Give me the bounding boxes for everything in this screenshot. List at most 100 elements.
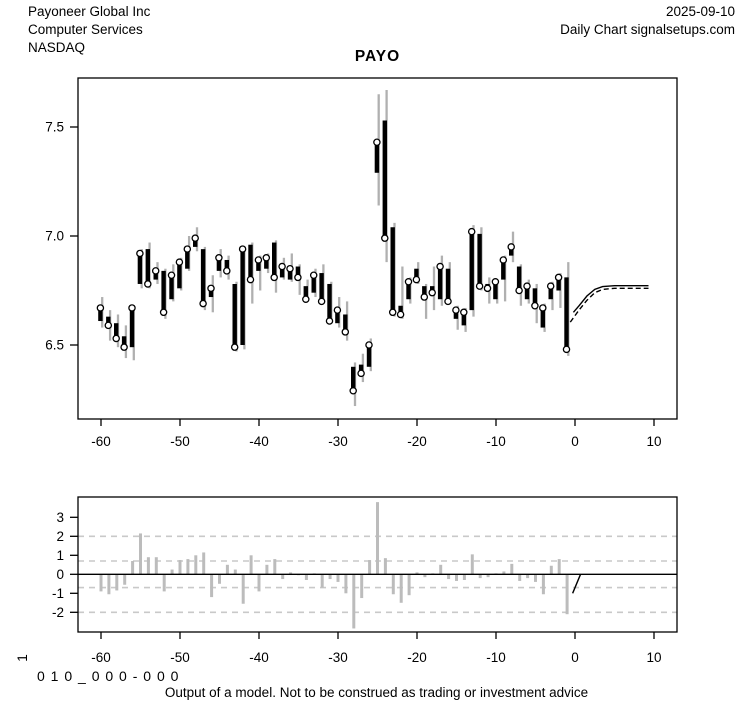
close-marker bbox=[325, 317, 334, 325]
ohlc-bar bbox=[444, 262, 452, 306]
close-marker bbox=[175, 258, 184, 266]
y-tick-label: -2 bbox=[52, 605, 64, 620]
close-marker bbox=[223, 267, 231, 275]
header-right: 2025-09-10 Daily Chart signalsetups.com bbox=[560, 3, 735, 39]
close-marker bbox=[428, 288, 436, 297]
ohlc-bar bbox=[554, 273, 563, 308]
ohlc-bar bbox=[302, 279, 310, 303]
y-tick-label: 0 bbox=[56, 567, 64, 582]
indicator-bars bbox=[99, 502, 569, 629]
ohlc-bar bbox=[546, 281, 555, 311]
y-tick-label: 6.5 bbox=[45, 338, 64, 353]
close-marker bbox=[262, 254, 271, 262]
x-tick-label: -40 bbox=[249, 650, 269, 665]
ohlc-bar bbox=[452, 305, 460, 330]
ohlc-bar bbox=[562, 262, 571, 356]
ohlc-bar bbox=[436, 255, 444, 306]
x-tick-label: -60 bbox=[91, 434, 111, 449]
close-marker bbox=[215, 254, 223, 262]
close-marker bbox=[167, 271, 176, 279]
close-marker bbox=[302, 295, 310, 303]
close-marker bbox=[388, 308, 397, 317]
close-marker bbox=[381, 234, 389, 242]
ohlc-bar bbox=[191, 227, 199, 252]
main-chart: 7.5 7.0 6.5 -60 -50 -40 -30 -20 -10 0 10 bbox=[45, 77, 678, 449]
close-marker bbox=[246, 275, 255, 284]
signal-code: 0 1 0 _ 0 0 0 - 0 0 0 bbox=[37, 668, 180, 684]
close-marker bbox=[238, 245, 247, 253]
ohlc-bar bbox=[404, 277, 413, 304]
ohlc-bar bbox=[246, 242, 255, 304]
close-marker bbox=[207, 284, 215, 293]
x-tick-label: -30 bbox=[328, 434, 348, 449]
ohlc-bar bbox=[539, 303, 547, 332]
ohlc-bar bbox=[159, 268, 168, 319]
close-marker bbox=[467, 227, 476, 236]
close-marker bbox=[333, 306, 342, 314]
y-tick-label: 7.5 bbox=[45, 120, 64, 135]
ohlc-bar bbox=[112, 314, 120, 348]
ohlc-bar bbox=[373, 94, 381, 206]
ohlc-bar bbox=[286, 253, 294, 282]
ohlc-bar bbox=[467, 225, 476, 317]
x-tick-label: -40 bbox=[249, 434, 269, 449]
ohlc-bar bbox=[475, 227, 484, 291]
ohlc-bar bbox=[96, 297, 105, 328]
exchange-label: NASDAQ bbox=[28, 40, 86, 55]
close-marker bbox=[120, 343, 128, 351]
chart-title: PAYO bbox=[354, 48, 401, 65]
ohlc-bar bbox=[136, 249, 144, 289]
close-marker bbox=[444, 297, 452, 306]
close-marker bbox=[286, 264, 294, 273]
ohlc-bar bbox=[230, 281, 239, 352]
close-marker bbox=[191, 234, 199, 242]
close-marker bbox=[199, 299, 207, 308]
ohlc-bar bbox=[507, 231, 515, 263]
close-marker bbox=[396, 310, 405, 319]
ohlc-bar bbox=[349, 362, 357, 407]
close-marker bbox=[278, 262, 286, 271]
ohlc-bar bbox=[491, 278, 500, 304]
close-marker bbox=[546, 282, 555, 290]
close-marker bbox=[104, 321, 113, 330]
y-tick-label: -1 bbox=[52, 586, 64, 601]
close-marker bbox=[183, 245, 192, 253]
ohlc-bar bbox=[483, 277, 492, 304]
ohlc-bar bbox=[325, 281, 334, 325]
close-marker bbox=[404, 278, 413, 286]
close-marker bbox=[270, 273, 278, 282]
close-marker bbox=[523, 282, 531, 290]
x-tick-label: 10 bbox=[646, 650, 661, 665]
close-marker bbox=[112, 334, 120, 343]
indicator-x-axis: -60 -50 -40 -30 -20 -10 0 10 bbox=[91, 632, 662, 665]
close-marker bbox=[365, 341, 373, 349]
header-left: Payoneer Global Inc Computer Services NA… bbox=[28, 3, 150, 57]
ohlc-bar bbox=[531, 283, 539, 324]
x-tick-label: -10 bbox=[486, 434, 506, 449]
close-marker bbox=[254, 256, 263, 264]
ohlc-bar bbox=[144, 242, 152, 289]
ohlc-bar bbox=[341, 301, 350, 341]
close-marker bbox=[357, 369, 365, 378]
close-marker bbox=[96, 304, 105, 312]
ohlc-bar bbox=[309, 268, 318, 298]
ohlc-bars bbox=[96, 89, 571, 407]
close-marker bbox=[460, 308, 468, 317]
forecast-line-solid bbox=[572, 285, 649, 313]
ohlc-bar bbox=[396, 266, 405, 319]
ohlc-bar bbox=[420, 283, 429, 319]
indicator-plot-frame bbox=[77, 496, 678, 633]
indicator-forecast-segment bbox=[571, 574, 582, 594]
x-tick-label: -50 bbox=[170, 650, 190, 665]
main-y-axis: 7.5 7.0 6.5 bbox=[45, 120, 78, 353]
disclaimer-text: Output of a model. Not to be construed a… bbox=[164, 685, 589, 700]
close-marker bbox=[436, 262, 444, 271]
x-tick-label: -50 bbox=[170, 434, 190, 449]
ohlc-bar bbox=[223, 255, 231, 280]
main-plot-frame bbox=[77, 77, 678, 420]
x-tick-label: -10 bbox=[486, 650, 506, 665]
ohlc-bar bbox=[199, 246, 207, 311]
ohlc-bar bbox=[175, 257, 184, 291]
